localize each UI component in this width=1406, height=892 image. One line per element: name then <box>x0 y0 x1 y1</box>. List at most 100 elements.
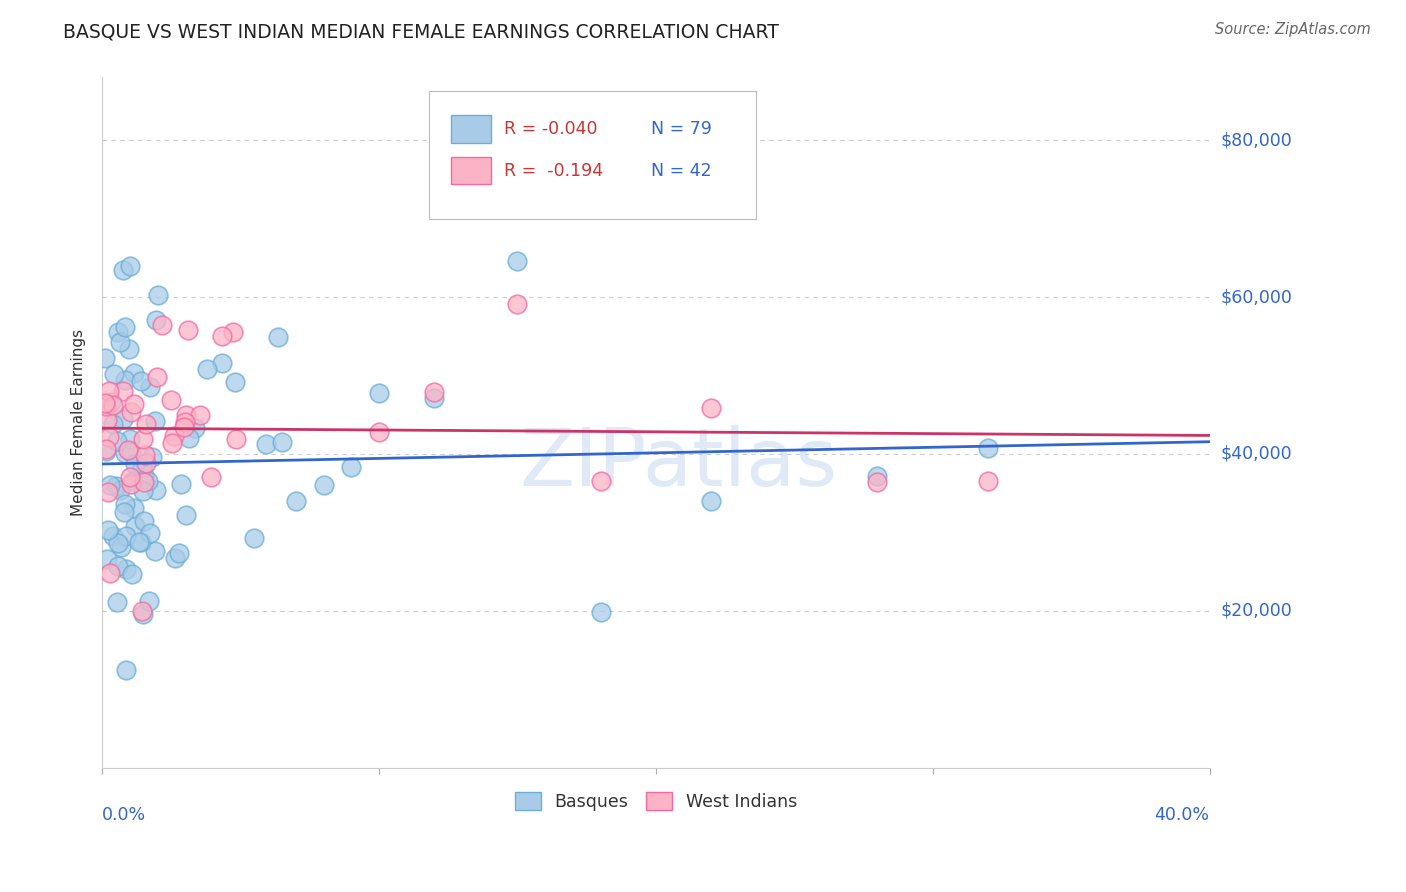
Point <box>225 432 247 446</box>
Point <box>136 474 159 488</box>
Point <box>139 380 162 394</box>
Text: BASQUE VS WEST INDIAN MEDIAN FEMALE EARNINGS CORRELATION CHART: BASQUE VS WEST INDIAN MEDIAN FEMALE EARN… <box>63 22 779 41</box>
Text: ZIPatlas: ZIPatlas <box>519 425 837 503</box>
Point <box>423 391 446 405</box>
Point <box>267 330 290 344</box>
Legend: Basques, West Indians: Basques, West Indians <box>508 785 804 818</box>
Point <box>114 320 136 334</box>
Point <box>145 483 167 498</box>
Point <box>132 475 155 489</box>
Point <box>150 318 173 332</box>
Point <box>122 500 145 515</box>
Point <box>132 467 155 482</box>
Point <box>977 474 1000 488</box>
Point <box>174 508 197 523</box>
Point <box>132 432 155 446</box>
Point <box>589 474 612 488</box>
Point <box>98 477 121 491</box>
Point <box>368 425 391 439</box>
Point <box>200 469 222 483</box>
Point <box>700 493 723 508</box>
Point <box>100 395 122 409</box>
Point <box>160 392 183 407</box>
Point <box>143 543 166 558</box>
Point <box>107 536 129 550</box>
Point <box>124 518 146 533</box>
Point <box>170 477 193 491</box>
Point <box>118 342 141 356</box>
Point <box>107 559 129 574</box>
Point <box>105 434 128 449</box>
Point <box>105 479 128 493</box>
Point <box>506 297 529 311</box>
Point <box>866 475 889 489</box>
Point <box>117 443 139 458</box>
Point <box>866 468 889 483</box>
Point <box>173 420 195 434</box>
Point <box>96 524 118 538</box>
Point <box>132 514 155 528</box>
Point <box>108 335 131 350</box>
Point <box>120 445 142 459</box>
Text: $40,000: $40,000 <box>1220 445 1292 463</box>
Point <box>101 529 124 543</box>
FancyBboxPatch shape <box>451 115 491 143</box>
Point <box>120 432 142 446</box>
Point <box>122 366 145 380</box>
Point <box>98 430 121 444</box>
Point <box>222 325 245 339</box>
Point <box>160 436 183 450</box>
Text: R =  -0.194: R = -0.194 <box>505 161 603 179</box>
Point <box>188 408 211 422</box>
Point <box>138 594 160 608</box>
Point <box>121 474 143 488</box>
Point <box>121 567 143 582</box>
Point <box>243 531 266 545</box>
Text: 0.0%: 0.0% <box>103 805 146 823</box>
Text: R = -0.040: R = -0.040 <box>505 120 598 138</box>
Point <box>506 254 529 268</box>
Point <box>131 460 153 475</box>
Point <box>98 566 121 580</box>
FancyBboxPatch shape <box>451 157 491 185</box>
Point <box>115 562 138 576</box>
Point <box>312 478 335 492</box>
FancyBboxPatch shape <box>429 91 755 219</box>
Point <box>96 400 118 414</box>
Y-axis label: Median Female Earnings: Median Female Earnings <box>72 329 86 516</box>
Point <box>423 385 446 400</box>
Text: N = 79: N = 79 <box>651 120 713 138</box>
Text: N = 42: N = 42 <box>651 161 711 179</box>
Point <box>145 413 167 427</box>
Point <box>96 443 118 458</box>
Point <box>96 442 118 456</box>
Point <box>135 456 157 470</box>
Point <box>120 404 142 418</box>
Point <box>122 397 145 411</box>
Point <box>700 401 723 415</box>
Point <box>103 398 125 412</box>
Text: $60,000: $60,000 <box>1220 288 1292 306</box>
Point <box>145 312 167 326</box>
Point <box>340 460 363 475</box>
Point <box>114 373 136 387</box>
Point <box>96 413 118 427</box>
Point <box>118 469 141 483</box>
Point <box>368 385 391 400</box>
Point <box>163 429 186 443</box>
Point <box>271 434 294 449</box>
Text: $80,000: $80,000 <box>1220 131 1292 149</box>
Point <box>141 450 163 464</box>
Point <box>134 448 156 462</box>
Point <box>112 411 135 425</box>
Point <box>114 529 136 543</box>
Point <box>103 367 125 381</box>
Point <box>589 605 612 619</box>
Point <box>977 442 1000 456</box>
Point <box>124 457 146 471</box>
Point <box>114 505 136 519</box>
Point <box>211 329 233 343</box>
Point <box>114 446 136 460</box>
Point <box>118 259 141 273</box>
Point <box>94 351 117 365</box>
